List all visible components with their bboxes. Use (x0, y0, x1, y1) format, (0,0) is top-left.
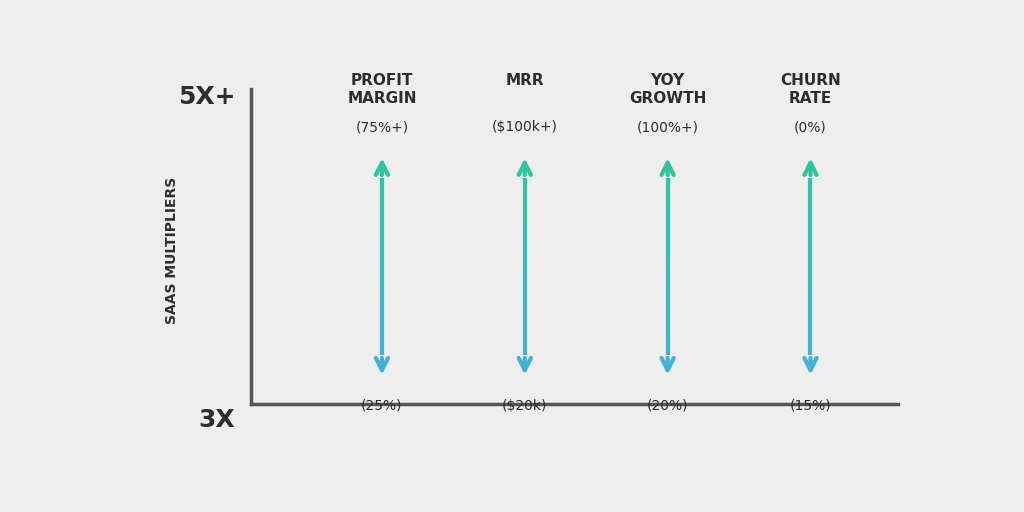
Text: (0%): (0%) (795, 120, 826, 134)
Text: YOY
GROWTH: YOY GROWTH (629, 73, 707, 105)
Text: 5X+: 5X+ (177, 85, 236, 109)
Text: PROFIT
MARGIN: PROFIT MARGIN (347, 73, 417, 105)
Text: (75%+): (75%+) (355, 120, 409, 134)
Text: (25%): (25%) (361, 398, 402, 413)
Text: CHURN
RATE: CHURN RATE (780, 73, 841, 105)
Text: (100%+): (100%+) (637, 120, 698, 134)
Text: (20%): (20%) (647, 398, 688, 413)
Text: ($100k+): ($100k+) (492, 120, 558, 134)
Text: (15%): (15%) (790, 398, 831, 413)
Text: SAAS MULTIPLIERS: SAAS MULTIPLIERS (165, 177, 178, 324)
Text: ($20k): ($20k) (502, 398, 548, 413)
Text: MRR: MRR (506, 73, 544, 88)
Text: 3X: 3X (199, 409, 236, 432)
